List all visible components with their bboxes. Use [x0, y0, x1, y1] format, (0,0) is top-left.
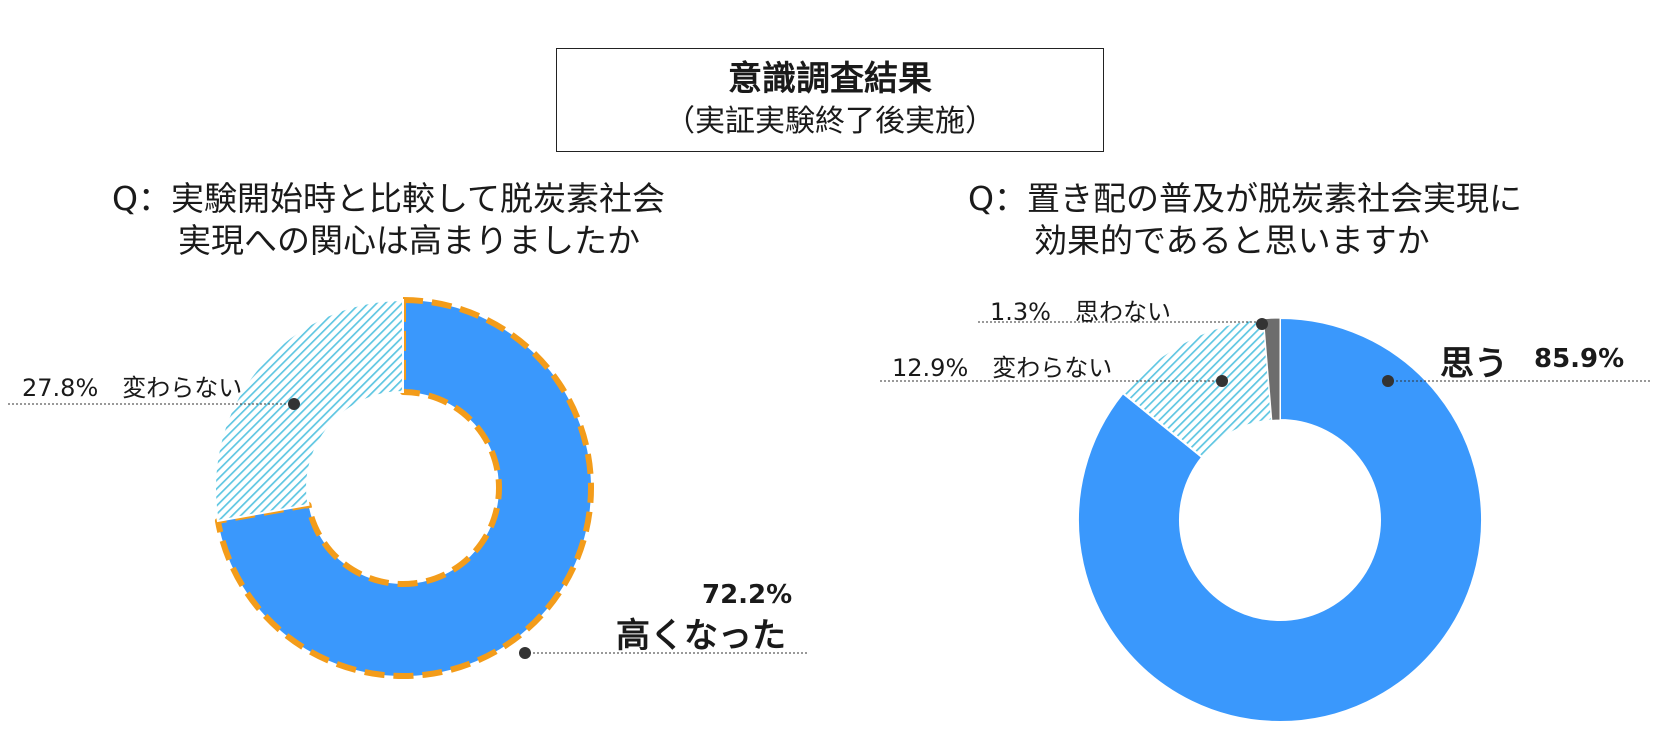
- page-subtitle: （実証実験終了後実施）: [665, 104, 995, 139]
- slice-c1-higher: [214, 297, 594, 679]
- label-c2-unchanged-name: 変わらない: [992, 354, 1113, 382]
- leader-c2-unchanged-dot: [1216, 375, 1228, 387]
- label-c1-unchanged-pct: 27.8%: [22, 374, 99, 402]
- question-1: Q：実験開始時と比較して脱炭素社会 実現への関心は高まりましたか: [112, 178, 665, 262]
- label-c2-unchanged: 12.9% 変わらない: [892, 348, 1112, 383]
- leader-c1-higher-dot: [519, 647, 531, 659]
- label-c2-unchanged-pct: 12.9%: [892, 354, 969, 382]
- label-c2-no: 1.3% 思わない: [990, 292, 1171, 327]
- slice-c2-yes: [1077, 316, 1483, 723]
- question-1-line1: Q：実験開始時と比較して脱炭素社会: [112, 179, 665, 218]
- question-2-line1: Q：置き配の普及が脱炭素社会実現に: [968, 179, 1522, 218]
- leader-c2-no-dot: [1256, 318, 1268, 330]
- label-c1-unchanged-name: 変わらない: [122, 374, 243, 402]
- slice-c1-unchanged: [214, 298, 404, 523]
- label-c2-no-pct: 1.3%: [990, 298, 1051, 326]
- label-leaders: [8, 318, 1650, 659]
- chart-effectiveness: [1077, 316, 1483, 723]
- label-c1-unchanged: 27.8% 変わらない: [22, 368, 242, 403]
- question-2-line2: 効果的であると思いますか: [1034, 221, 1430, 260]
- title-box: 意識調査結果 （実証実験終了後実施）: [556, 48, 1104, 152]
- question-1-line2: 実現への関心は高まりましたか: [178, 221, 640, 260]
- label-c2-yes-pct: 85.9%: [1534, 344, 1625, 374]
- label-c2-no-name: 思わない: [1074, 298, 1171, 326]
- label-c1-higher-pct: 72.2%: [702, 580, 793, 610]
- page-title: 意識調査結果: [728, 59, 932, 99]
- chart-interest: [214, 297, 594, 679]
- label-c2-yes-name: 思う: [1440, 344, 1508, 384]
- leader-c1-unchanged-dot: [288, 398, 300, 410]
- question-2: Q：置き配の普及が脱炭素社会実現に 効果的であると思いますか: [968, 178, 1522, 262]
- slice-c2-no: [1263, 317, 1281, 421]
- leader-c2-yes-dot: [1382, 375, 1394, 387]
- label-c1-higher-name: 高くなった: [616, 616, 786, 656]
